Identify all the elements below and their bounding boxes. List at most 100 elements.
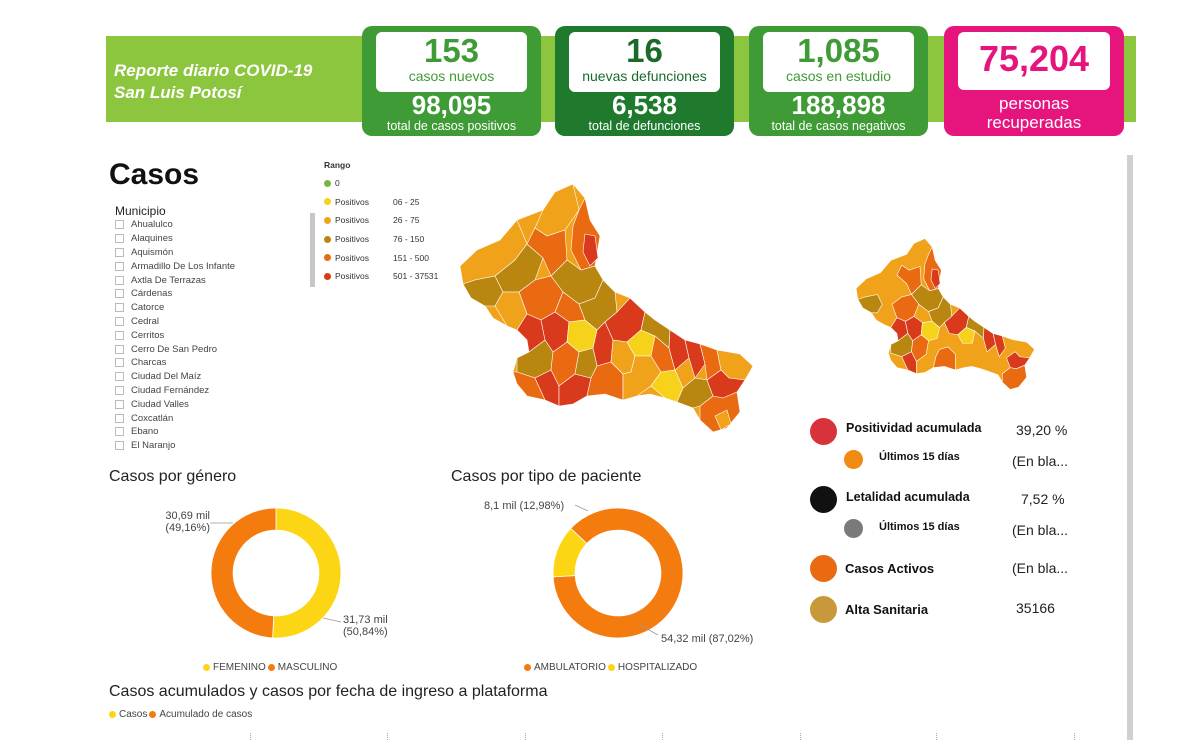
legend-item[interactable]: Casos: [109, 709, 147, 720]
card-defunciones: 16 nuevas defunciones 6,538 total de def…: [555, 26, 734, 136]
municipio-label-text: Catorce: [131, 302, 165, 314]
municipio-item[interactable]: Ahualulco: [115, 218, 235, 232]
municipio-item[interactable]: Charcas: [115, 356, 235, 370]
municipio-checkbox[interactable]: [115, 344, 124, 354]
letalidad-value: 7,52 %: [1021, 491, 1065, 507]
municipio-checkbox[interactable]: [115, 275, 124, 285]
ultimos-letalidad-label: Últimos 15 días: [879, 520, 960, 533]
municipio-item[interactable]: Cárdenas: [115, 287, 235, 301]
letalidad-label: Letalidad acumulada: [846, 489, 970, 504]
legend-item[interactable]: AMBULATORIO: [524, 662, 606, 673]
municipio-item[interactable]: Ciudad Del Maíz: [115, 370, 235, 384]
municipio-checkbox[interactable]: [115, 316, 124, 326]
legend-dot: [607, 664, 615, 671]
legend-label: MASCULINO: [277, 662, 338, 673]
casos-estudio-value: 1,085: [797, 32, 880, 69]
main-map[interactable]: [455, 180, 757, 436]
municipio-scrollbar[interactable]: [310, 213, 315, 287]
municipio-item[interactable]: Ebano: [115, 425, 235, 439]
municipio-label-text: Ebano: [131, 426, 159, 438]
acumulados-title: Casos acumulados y casos por fecha de in…: [109, 683, 548, 700]
page-scrollbar[interactable]: [1127, 155, 1133, 740]
municipio-checkbox[interactable]: [115, 385, 124, 395]
municipio-checkbox[interactable]: [115, 358, 124, 368]
rango-title: Rango: [324, 160, 351, 170]
rango-label: Positivos: [335, 196, 370, 207]
municipio-item[interactable]: Cerro De San Pedro: [115, 342, 235, 356]
municipio-item[interactable]: Cedral: [115, 315, 235, 329]
rango-dot: [324, 254, 331, 262]
rango-item: Positivos 06 - 25: [324, 193, 438, 212]
municipio-label-text: Cárdenas: [131, 288, 173, 300]
municipio-item[interactable]: Catorce: [115, 301, 235, 315]
masculino-percent-label: (49,16%): [165, 522, 210, 534]
donut-slice-hospitalizado[interactable]: [552, 527, 588, 578]
municipio-item[interactable]: Armadillo De Los Infante: [115, 259, 235, 273]
tipo-label-ambulatorio: 54,32 mil (87,02%): [661, 633, 753, 645]
municipio-item[interactable]: Alaquines: [115, 232, 235, 246]
municipio-item[interactable]: Cerritos: [115, 328, 235, 342]
municipio-item[interactable]: El Naranjo: [115, 439, 235, 453]
municipio-item[interactable]: Aquismón: [115, 246, 235, 260]
tipo-leader-lines: [574, 504, 659, 636]
nuevas-defunciones-label: nuevas defunciones: [582, 68, 707, 84]
municipio-label-text: Coxcatlán: [131, 412, 174, 424]
legend-dot: [267, 664, 275, 671]
recuperados-label: personas recuperadas: [944, 94, 1124, 132]
donut-slice-ambulatorio[interactable]: [552, 507, 684, 639]
municipio-checkbox[interactable]: [115, 303, 124, 313]
card-casos-top: 153 casos nuevos: [376, 32, 527, 92]
casos-nuevos-value: 153: [423, 32, 480, 69]
rango-dot: [324, 179, 331, 187]
legend-item[interactable]: MASCULINO: [267, 662, 338, 673]
legend-dot: [149, 711, 157, 718]
municipio-item[interactable]: Coxcatlán: [115, 411, 235, 425]
municipio-checkbox[interactable]: [115, 441, 124, 451]
municipio-list: Ahualulco Alaquines Aquismón Armadillo De L…: [115, 218, 235, 453]
municipio-item[interactable]: Ciudad Fernández: [115, 384, 235, 398]
municipio-item[interactable]: Axtla De Terrazas: [115, 273, 235, 287]
hospitalizado-value-label: 8,1 mil: [484, 500, 517, 512]
report-title: Reporte diario COVID-19 San Luis Potosí: [114, 60, 364, 104]
municipio-label-text: El Naranjo: [131, 440, 176, 452]
municipio-checkbox[interactable]: [115, 289, 124, 299]
casos-nuevos-label: casos nuevos: [408, 68, 495, 84]
recuperados-label-line1: personas: [999, 94, 1069, 113]
secondary-map[interactable]: [853, 235, 1037, 393]
tipo-paciente-title: Casos por tipo de paciente: [451, 468, 642, 485]
casos-estudio-label: casos en estudio: [785, 68, 892, 84]
municipio-label-text: Cerro De San Pedro: [131, 343, 218, 355]
municipio-checkbox[interactable]: [115, 399, 124, 409]
municipio-checkbox[interactable]: [115, 261, 124, 271]
donut-slice-femenino[interactable]: [272, 507, 342, 639]
femenino-percent-label: (50,84%): [343, 626, 388, 638]
municipio-checkbox[interactable]: [115, 372, 124, 382]
legend-item[interactable]: HOSPITALIZADO: [607, 662, 697, 673]
activos-dot: [810, 555, 837, 582]
genero-label-femenino: 31,73 mil (50,84%): [343, 614, 388, 638]
rango-dot: [324, 235, 331, 243]
municipio-checkbox[interactable]: [115, 413, 124, 423]
ultimos-positividad-dot: [844, 450, 863, 469]
legend-item[interactable]: Acumulado de casos: [149, 709, 252, 720]
municipio-item[interactable]: Ciudad Valles: [115, 397, 235, 411]
rango-range: 501 - 37531: [393, 271, 439, 282]
tipo-paciente-donut[interactable]: [547, 507, 689, 639]
municipio-checkbox[interactable]: [115, 247, 124, 257]
municipio-checkbox[interactable]: [115, 220, 124, 230]
municipio-checkbox[interactable]: [115, 330, 124, 340]
municipio-label-text: Ahualulco: [131, 219, 173, 231]
indicator-ultimos-positividad: Últimos 15 días: [844, 450, 960, 469]
legend-item[interactable]: FEMENINO: [203, 662, 266, 673]
acumulados-gridline: [800, 733, 801, 740]
card-estudio-top: 1,085 casos en estudio: [763, 32, 914, 92]
genero-donut[interactable]: [205, 507, 347, 639]
municipio-checkbox[interactable]: [115, 427, 124, 437]
municipio-label-text: Ciudad Fernández: [131, 384, 210, 396]
municipio-checkbox[interactable]: [115, 234, 124, 244]
municipio-label-text: Axtla De Terrazas: [131, 274, 206, 286]
rango-range: 26 - 75: [393, 215, 420, 226]
ultimos-letalidad-value: (En bla...: [1012, 522, 1069, 538]
recuperados-value: 75,204: [978, 38, 1090, 79]
donut-slice-masculino[interactable]: [210, 507, 277, 639]
